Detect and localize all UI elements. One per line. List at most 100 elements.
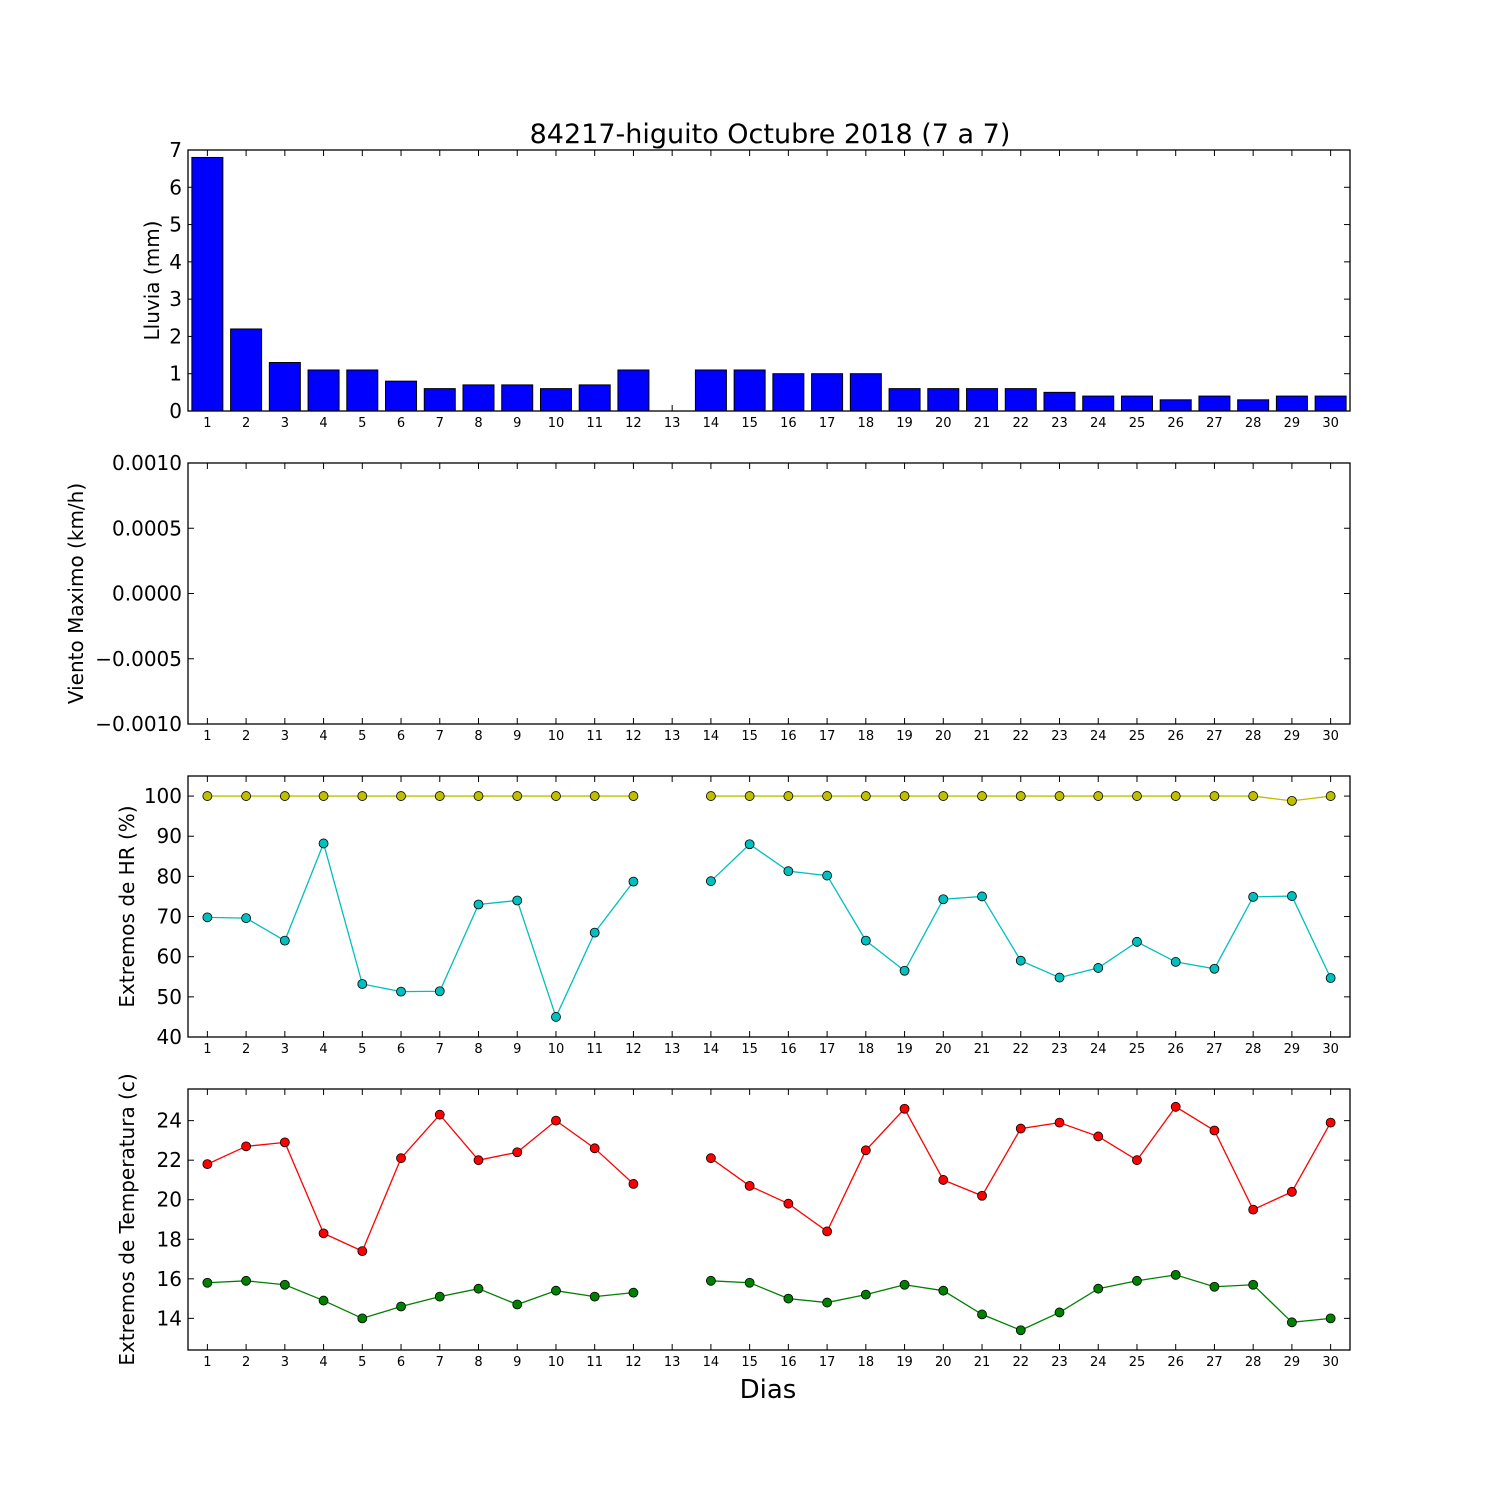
x-tick-label: 7 bbox=[436, 1355, 444, 1370]
series-2-point-day-2 bbox=[241, 1275, 252, 1286]
x-tick-label: 27 bbox=[1206, 1355, 1223, 1370]
x-tick-label: 20 bbox=[935, 1355, 952, 1370]
bar-day-20 bbox=[927, 388, 960, 412]
x-tick-label: 28 bbox=[1245, 729, 1262, 744]
series-1-point-day-20 bbox=[938, 1175, 949, 1185]
series-1-point-day-7 bbox=[434, 1109, 445, 1120]
x-tick-label: 21 bbox=[974, 1355, 991, 1370]
series-1-point-day-25 bbox=[1132, 1155, 1142, 1166]
y-tick-label: 6 bbox=[169, 175, 182, 199]
x-tick-label: 23 bbox=[1051, 1355, 1068, 1370]
series-2-point-day-11 bbox=[589, 1291, 600, 1302]
y-tick-label: 3 bbox=[169, 287, 182, 311]
x-tick-label: 27 bbox=[1206, 729, 1223, 744]
series-1-point-day-15 bbox=[744, 1180, 755, 1191]
x-tick-label: 2 bbox=[242, 729, 250, 744]
bar-day-7 bbox=[423, 388, 456, 412]
series-2-point-day-9 bbox=[512, 1299, 523, 1310]
x-tick-label: 2 bbox=[242, 1042, 250, 1057]
series-2-point-day-6 bbox=[396, 1301, 406, 1312]
series-1-point-day-7 bbox=[434, 791, 445, 801]
x-tick-label: 23 bbox=[1051, 1042, 1068, 1057]
x-tick-label: 15 bbox=[741, 1355, 758, 1370]
series-2-point-day-27 bbox=[1209, 963, 1220, 974]
series-2-point-day-29 bbox=[1287, 891, 1297, 901]
series-2-point-day-20 bbox=[938, 894, 949, 905]
series-1-line bbox=[207, 1113, 634, 1253]
series-2-point-day-14 bbox=[706, 876, 716, 887]
series-1-point-day-30 bbox=[1325, 791, 1336, 801]
series-1-point-day-10 bbox=[551, 1115, 561, 1126]
bar-day-24 bbox=[1082, 395, 1115, 412]
x-tick-label: 29 bbox=[1284, 1042, 1301, 1057]
x-tick-label: 1 bbox=[203, 416, 211, 431]
x-tick-label: 13 bbox=[664, 1355, 681, 1370]
x-tick-label: 16 bbox=[780, 729, 797, 744]
x-tick-label: 21 bbox=[974, 416, 991, 431]
series-2-point-day-30 bbox=[1325, 1313, 1336, 1324]
y-tick-label: 0.0010 bbox=[112, 451, 182, 475]
series-1-point-day-1 bbox=[202, 791, 213, 801]
bar-day-14 bbox=[694, 369, 727, 412]
y-tick-label: −0.0005 bbox=[95, 647, 182, 671]
x-tick-label: 16 bbox=[780, 1355, 797, 1370]
x-tick-label: 8 bbox=[474, 1042, 482, 1057]
bar-day-11 bbox=[578, 384, 611, 412]
x-tick-label: 11 bbox=[586, 1355, 603, 1370]
series-1-point-day-9 bbox=[512, 1147, 523, 1158]
x-tick-label: 24 bbox=[1090, 1355, 1107, 1370]
x-tick-label: 9 bbox=[513, 1355, 521, 1370]
series-2-point-day-22 bbox=[1015, 955, 1026, 966]
bar-day-29 bbox=[1275, 395, 1308, 412]
series-2-point-day-7 bbox=[434, 1291, 445, 1302]
x-tick-label: 4 bbox=[319, 416, 327, 431]
x-tick-label: 11 bbox=[586, 416, 603, 431]
x-tick-label: 17 bbox=[819, 729, 836, 744]
x-tick-label: 27 bbox=[1206, 416, 1223, 431]
x-tick-label: 13 bbox=[664, 729, 681, 744]
bar-day-4 bbox=[307, 369, 340, 412]
series-2-point-day-12 bbox=[628, 876, 639, 887]
x-tick-label: 23 bbox=[1051, 416, 1068, 431]
series-2-point-day-28 bbox=[1248, 891, 1259, 902]
x-tick-label: 26 bbox=[1167, 729, 1184, 744]
series-1-point-day-8 bbox=[473, 1155, 484, 1166]
x-tick-label: 20 bbox=[935, 416, 952, 431]
x-tick-label: 30 bbox=[1322, 416, 1339, 431]
y-tick-label: 60 bbox=[157, 945, 182, 969]
x-tick-label: 20 bbox=[935, 1042, 952, 1057]
series-2-point-day-19 bbox=[899, 965, 910, 976]
series-2-point-day-24 bbox=[1093, 963, 1104, 973]
series-2-point-day-1 bbox=[202, 912, 213, 923]
series-2-point-day-27 bbox=[1209, 1281, 1220, 1292]
y-axis-label: Viento Maximo (km/h) bbox=[64, 483, 88, 704]
series-1-point-day-3 bbox=[279, 791, 290, 801]
series-1-point-day-12 bbox=[628, 791, 639, 801]
x-tick-label: 26 bbox=[1167, 1042, 1184, 1057]
series-1-point-day-27 bbox=[1209, 791, 1220, 801]
x-tick-label: 14 bbox=[703, 1042, 720, 1057]
series-1-point-day-20 bbox=[938, 791, 949, 801]
series-1-point-day-22 bbox=[1015, 791, 1026, 801]
x-tick-label: 7 bbox=[436, 416, 444, 431]
series-2-point-day-22 bbox=[1015, 1325, 1026, 1336]
x-tick-label: 4 bbox=[319, 1355, 327, 1370]
series-1-point-day-28 bbox=[1248, 1204, 1259, 1215]
bar-day-9 bbox=[501, 384, 534, 412]
x-tick-label: 26 bbox=[1167, 416, 1184, 431]
series-1-point-day-16 bbox=[783, 791, 794, 801]
x-tick-label: 15 bbox=[741, 729, 758, 744]
series-1-point-day-24 bbox=[1093, 1131, 1104, 1142]
x-tick-label: 1 bbox=[203, 1355, 211, 1370]
x-tick-label: 19 bbox=[896, 1042, 913, 1057]
series-2-point-day-17 bbox=[822, 1297, 832, 1308]
x-tick-label: 25 bbox=[1129, 416, 1146, 431]
x-tick-label: 16 bbox=[780, 416, 797, 431]
y-tick-label: 4 bbox=[169, 250, 182, 274]
x-tick-label: 23 bbox=[1051, 729, 1068, 744]
series-2-point-day-8 bbox=[473, 1283, 484, 1294]
series-2-point-day-2 bbox=[241, 913, 252, 924]
series-1-point-day-25 bbox=[1132, 791, 1142, 801]
series-2-point-day-3 bbox=[279, 935, 290, 946]
